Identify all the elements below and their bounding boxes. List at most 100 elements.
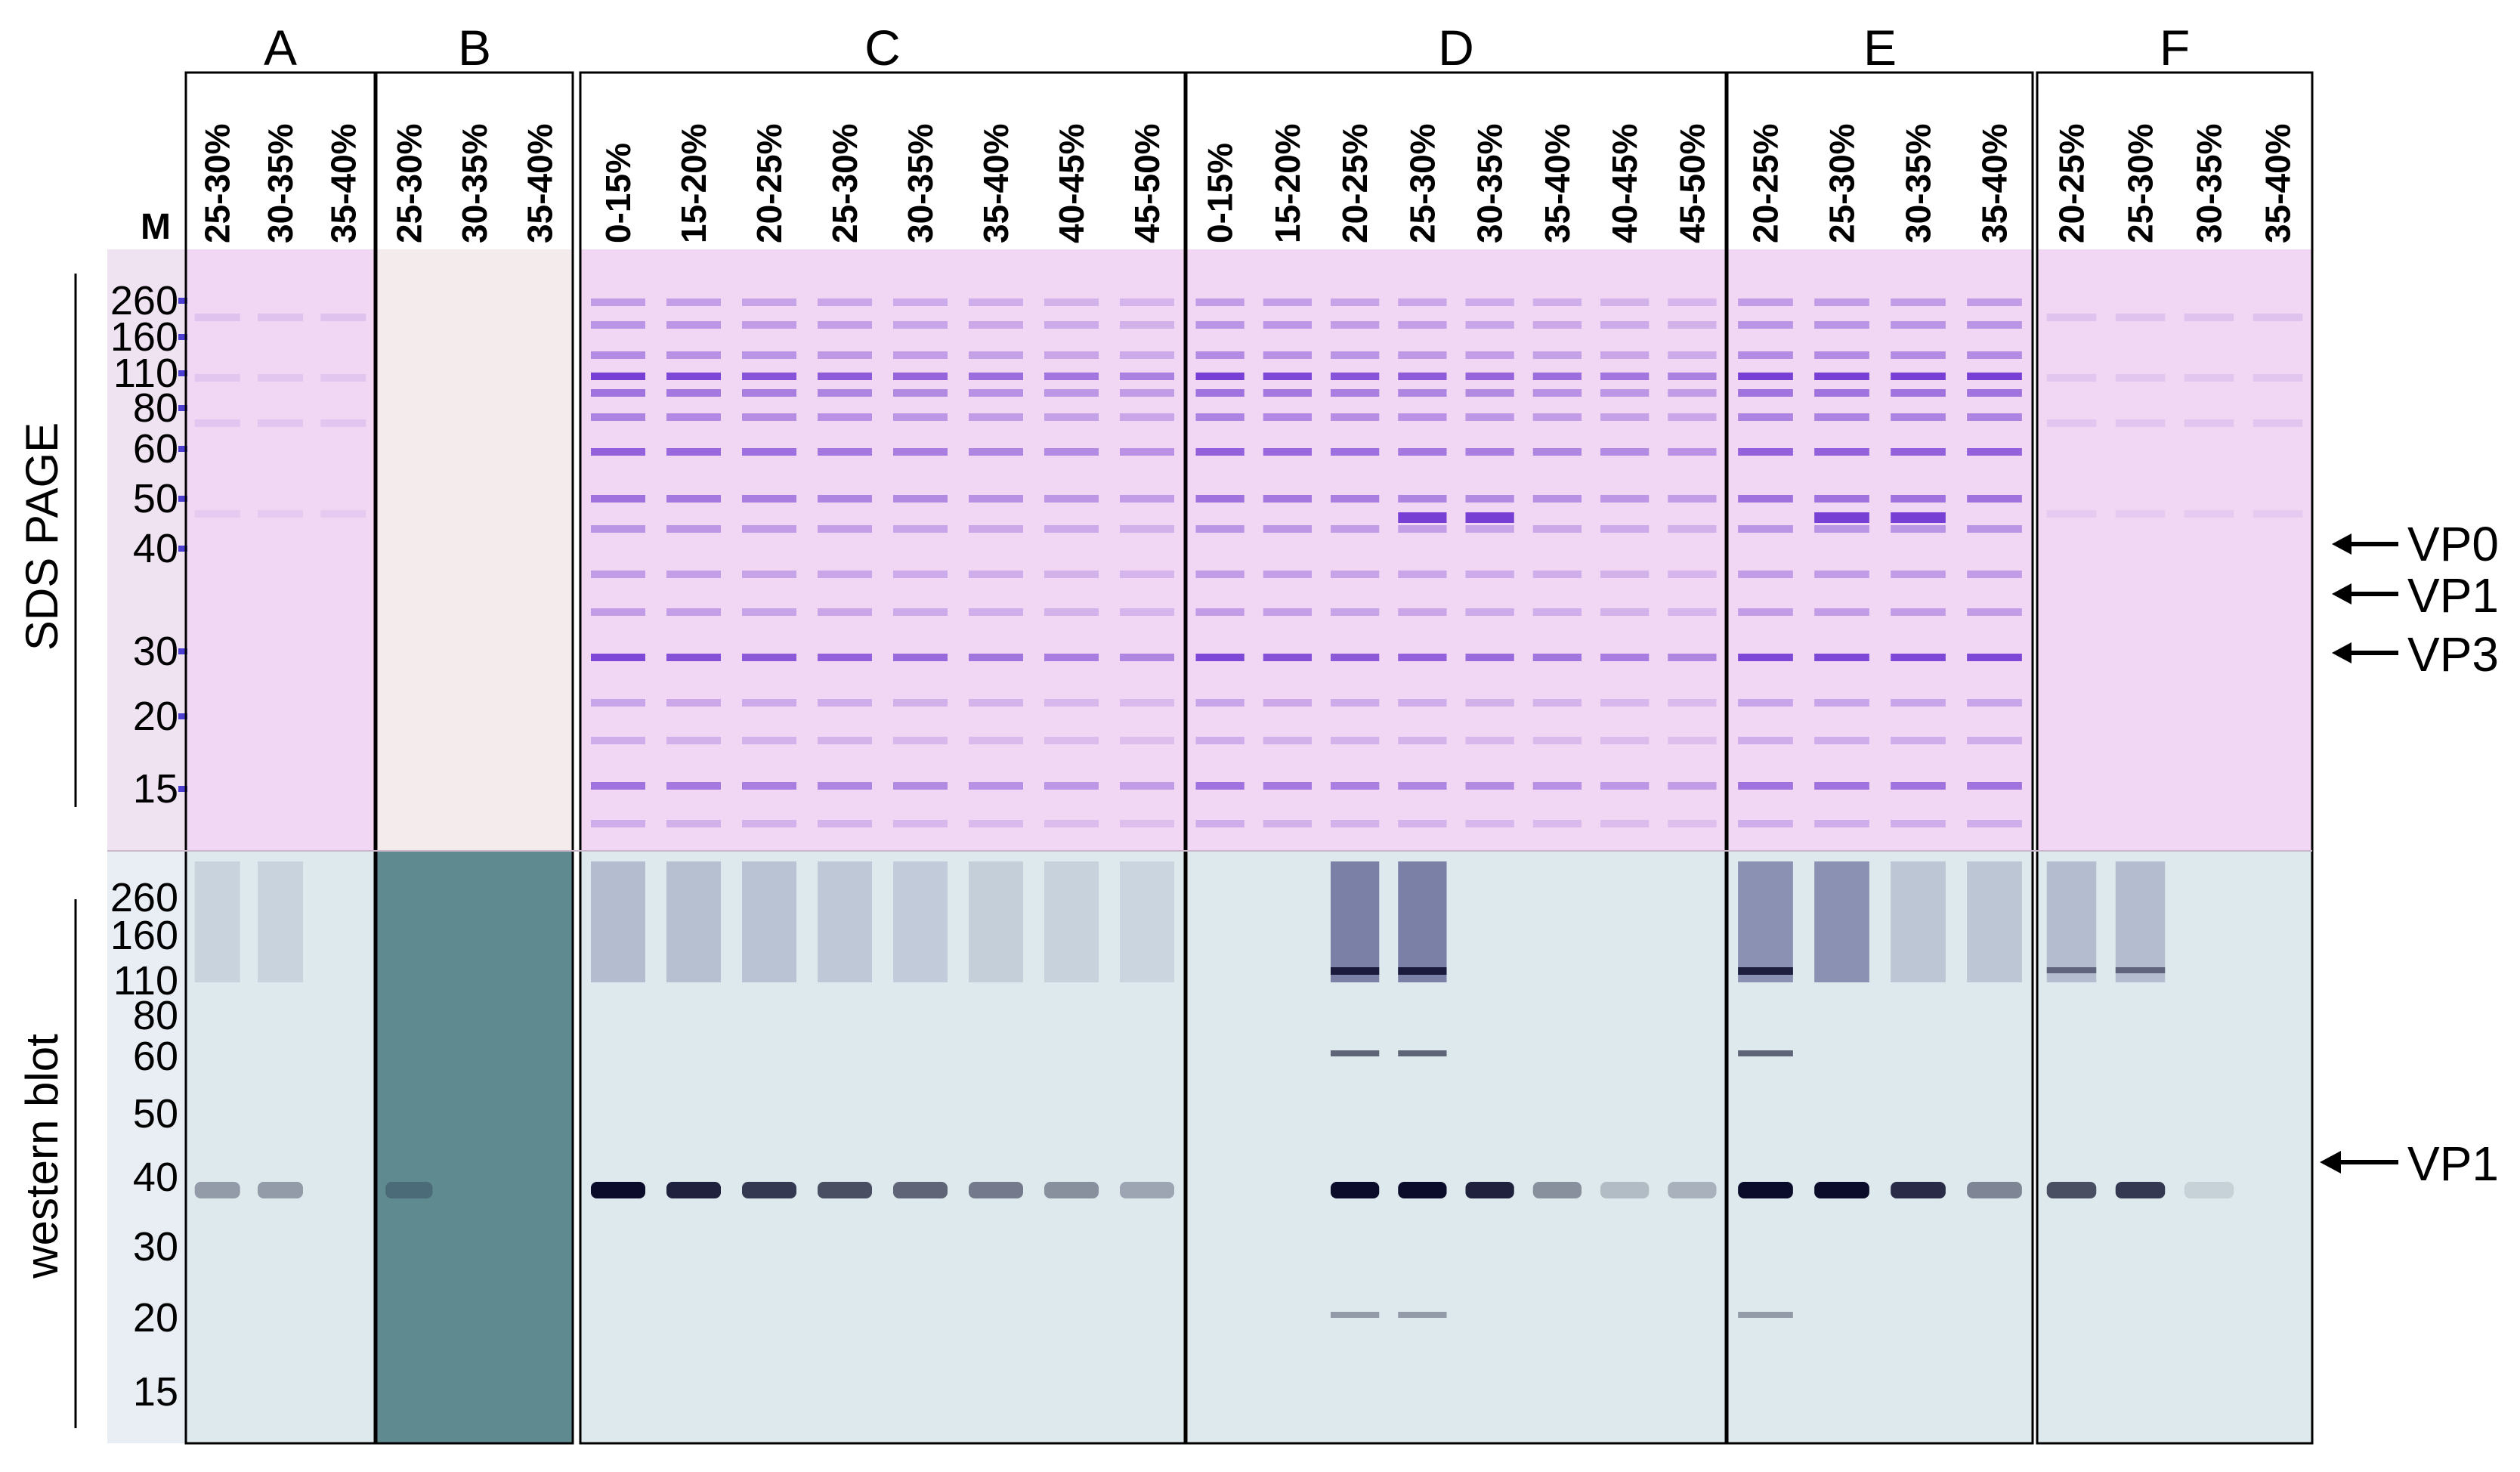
sds-gel-panel xyxy=(186,249,375,851)
lane-label: 35-40% xyxy=(976,123,1016,243)
blot-band xyxy=(1330,1050,1380,1056)
sds-band xyxy=(1398,699,1447,707)
blot-smear xyxy=(818,861,872,982)
sds-band xyxy=(1814,351,1869,359)
sds-band xyxy=(1814,389,1869,397)
sds-band xyxy=(969,413,1023,421)
sds-band xyxy=(1600,298,1650,306)
sds-band xyxy=(1398,737,1447,744)
sds-band xyxy=(1891,321,1946,329)
sds-band xyxy=(1195,782,1245,790)
sds-band xyxy=(1044,608,1099,616)
sds-band xyxy=(1668,525,1717,533)
group-frames xyxy=(107,71,2314,1445)
sds-band xyxy=(1465,448,1514,456)
sds-gel-panel xyxy=(1727,249,2033,851)
sds-band xyxy=(591,298,645,306)
blot-band xyxy=(1738,967,1793,975)
mw-label: 20 xyxy=(133,1295,178,1341)
sds-band xyxy=(591,373,645,380)
sds-band xyxy=(742,571,796,578)
sds-band xyxy=(818,737,872,744)
sds-band xyxy=(969,321,1023,329)
group-frame xyxy=(1726,71,2034,1445)
sds-band xyxy=(893,298,948,306)
sds-band xyxy=(1465,321,1514,329)
gel-bands xyxy=(178,298,2303,1318)
sds-band xyxy=(893,495,948,503)
vp1-blot-band xyxy=(1814,1182,1869,1198)
sds-band xyxy=(591,654,645,661)
sds-band xyxy=(1967,351,2022,359)
sds-band xyxy=(1195,389,1245,397)
vp1-blot-band xyxy=(893,1182,948,1198)
sds-band xyxy=(1398,298,1447,306)
sds-band xyxy=(1967,608,2022,616)
sds-band xyxy=(1465,608,1514,616)
mw-label: 15 xyxy=(133,1369,178,1415)
marker-lane-blot xyxy=(107,851,186,1443)
vp1-blot-band xyxy=(1668,1182,1717,1198)
sds-band xyxy=(1814,321,1869,329)
sds-band xyxy=(591,495,645,503)
sds-band xyxy=(1398,608,1447,616)
sds-band xyxy=(818,525,872,533)
sds-band xyxy=(1195,495,1245,503)
sds-band xyxy=(1532,351,1582,359)
sds-band xyxy=(666,495,721,503)
blot-band xyxy=(1330,1312,1380,1318)
sds-band xyxy=(1195,737,1245,744)
sds-band xyxy=(591,525,645,533)
sds-band xyxy=(2184,374,2234,382)
sds-band xyxy=(1330,321,1380,329)
vp1-blot-band xyxy=(1398,1182,1447,1198)
blot-band xyxy=(2115,967,2166,973)
vp0-band xyxy=(1465,512,1514,523)
sds-band xyxy=(1738,321,1793,329)
sds-band xyxy=(1891,782,1946,790)
vp1-blot-band xyxy=(969,1182,1023,1198)
annotation-vp0: VP0 xyxy=(2407,517,2499,571)
blot-smear xyxy=(742,861,796,982)
marker-lane-sds xyxy=(107,249,186,851)
sds-band xyxy=(1263,495,1313,503)
sds-band xyxy=(2046,314,2097,321)
sds-band xyxy=(1532,525,1582,533)
sds-band xyxy=(1600,495,1650,503)
sds-band xyxy=(1891,413,1946,421)
blot-smear xyxy=(1330,861,1380,982)
sds-band xyxy=(1120,413,1174,421)
sds-band xyxy=(1044,298,1099,306)
sds-band xyxy=(194,314,240,321)
group-label: D xyxy=(1438,20,1474,76)
sds-band xyxy=(742,820,796,827)
blot-smear xyxy=(1044,861,1099,982)
sds-band xyxy=(1120,495,1174,503)
sds-band xyxy=(1738,448,1793,456)
sds-band xyxy=(1891,571,1946,578)
sds-band xyxy=(1814,413,1869,421)
sds-band xyxy=(1738,298,1793,306)
group-label: E xyxy=(1863,20,1897,76)
sds-band xyxy=(666,737,721,744)
sds-band xyxy=(1967,373,2022,380)
sds-band xyxy=(1330,608,1380,616)
sds-band xyxy=(1195,654,1245,661)
group-label: C xyxy=(864,20,901,76)
sds-band xyxy=(2046,419,2097,427)
sds-band xyxy=(1465,373,1514,380)
sds-band xyxy=(1814,373,1869,380)
sds-band xyxy=(742,321,796,329)
lane-label: 25-30% xyxy=(389,123,428,243)
sds-band xyxy=(1814,737,1869,744)
sds-band xyxy=(1532,298,1582,306)
sds-band xyxy=(1668,495,1717,503)
sds-band xyxy=(1738,737,1793,744)
sds-band xyxy=(1891,737,1946,744)
sds-band xyxy=(1195,298,1245,306)
sds-band xyxy=(1600,571,1650,578)
side-label-blot: western blot xyxy=(17,1034,67,1279)
annotation-vp1-blot: VP1 xyxy=(2407,1136,2499,1191)
sds-band xyxy=(1044,351,1099,359)
lane-label: 0-15% xyxy=(1201,143,1240,243)
